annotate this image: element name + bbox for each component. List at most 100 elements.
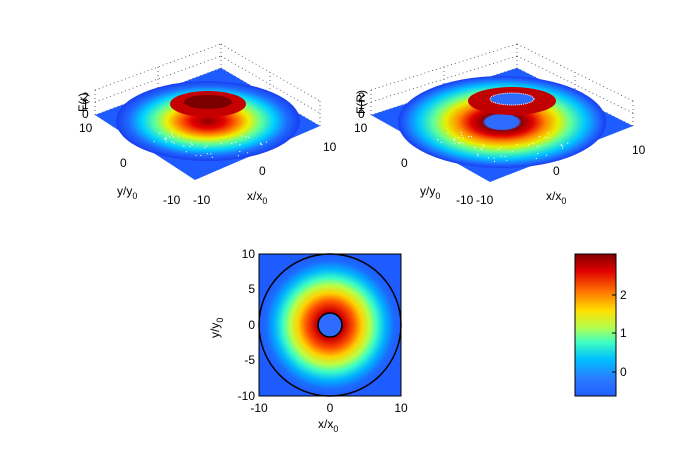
mesh-dot <box>454 137 456 139</box>
heatmap-plot: 10 5 0 -5 -10 -10 0 10 x/x0 y/y0 <box>208 247 408 434</box>
svg-text:0: 0 <box>120 156 127 170</box>
svg-text:-10: -10 <box>193 193 211 207</box>
mesh-dot <box>239 150 241 153</box>
mesh-dot <box>482 143 484 145</box>
surf2-mesh-dots <box>437 131 569 163</box>
svg-text:1: 1 <box>358 98 365 112</box>
mesh-dot <box>195 154 197 156</box>
mesh-dot <box>458 142 460 144</box>
mesh-dot <box>220 142 222 144</box>
svg-text:10: 10 <box>354 121 368 135</box>
mesh-dot <box>493 157 495 159</box>
mesh-dot <box>500 155 502 157</box>
mesh-dot <box>239 144 241 146</box>
mesh-dot <box>248 136 250 138</box>
surface-2-zticks: 2 1 0 <box>358 90 365 121</box>
colorbar-gradient <box>574 253 617 397</box>
heatmap-frame <box>258 253 402 397</box>
mesh-dot <box>460 131 462 133</box>
mesh-dot <box>504 155 506 157</box>
svg-text:1: 1 <box>82 98 89 112</box>
mesh-dot <box>494 160 496 163</box>
mesh-dot <box>440 141 442 143</box>
mesh-dot <box>497 148 499 150</box>
heatmap-ylabel: y/y0 <box>208 318 225 338</box>
svg-text:0: 0 <box>259 164 266 178</box>
mesh-dot <box>487 157 489 159</box>
mesh-dot <box>173 142 175 144</box>
mesh-dot <box>480 148 483 150</box>
svg-text:10: 10 <box>79 121 93 135</box>
mesh-dot <box>200 154 202 156</box>
mesh-dot <box>467 136 470 138</box>
mesh-dot <box>211 156 213 158</box>
mesh-dot <box>171 134 173 136</box>
mesh-dot <box>535 157 537 160</box>
mesh-dot <box>206 145 208 147</box>
surface-2-zlabel: F(R) <box>354 90 368 114</box>
mesh-dot <box>539 135 541 138</box>
heatmap-yticks: 10 5 0 -5 -10 <box>238 247 256 403</box>
mesh-dot <box>481 147 483 149</box>
mesh-dot <box>453 139 455 141</box>
svg-text:0: 0 <box>327 401 334 415</box>
svg-text:1: 1 <box>620 326 627 340</box>
svg-text:-5: -5 <box>244 353 255 367</box>
surface-2-xticks: -10 0 10 <box>476 143 646 207</box>
surface-2-ylabel: y/y0 <box>420 184 440 201</box>
mesh-dot <box>204 146 206 149</box>
mesh-dot <box>460 142 462 144</box>
heatmap-xticks: -10 0 10 <box>250 401 408 415</box>
mesh-dot <box>177 135 179 137</box>
mesh-dot <box>458 136 460 139</box>
surface-1-yticks: 10 0 -10 <box>79 121 181 207</box>
mesh-dot <box>477 153 479 155</box>
surface-1-xticks: -10 0 10 <box>193 140 337 207</box>
svg-text:2: 2 <box>620 288 627 302</box>
svg-text:0: 0 <box>620 365 627 379</box>
surface-1-zlabel: F(r) <box>76 93 90 112</box>
mesh-dot <box>461 134 463 136</box>
svg-text:0: 0 <box>82 107 89 121</box>
mesh-dot <box>190 142 192 144</box>
svg-text:10: 10 <box>323 140 337 154</box>
surface-2-yticks: 10 0 -10 <box>354 121 474 207</box>
mesh-dot <box>159 132 161 134</box>
mesh-dot <box>165 141 167 143</box>
svg-text:-10: -10 <box>476 193 494 207</box>
mesh-dot <box>185 151 187 153</box>
mesh-dot <box>506 159 508 161</box>
mesh-dot <box>532 143 534 145</box>
mesh-dot <box>164 138 166 140</box>
mesh-dot <box>560 143 563 145</box>
mesh-dot <box>477 155 479 157</box>
mesh-dot <box>173 136 175 138</box>
surface-plot-2: F(R) 2 1 0 10 0 -10 -10 0 10 y/y0 x/x0 <box>354 43 646 207</box>
mesh-dot <box>537 145 539 147</box>
heatmap-inner-circle <box>317 312 343 338</box>
mesh-dot <box>462 137 464 139</box>
mesh-dot <box>191 144 193 146</box>
mesh-dot <box>206 153 208 155</box>
svg-text:-10: -10 <box>238 389 256 403</box>
svg-text:-10: -10 <box>163 193 181 207</box>
mesh-dot <box>170 131 173 133</box>
mesh-dot <box>183 145 185 147</box>
mesh-dot <box>474 146 476 149</box>
svg-text:0: 0 <box>358 107 365 121</box>
heatmap-xlabel: x/x0 <box>318 417 338 434</box>
svg-text:0: 0 <box>553 164 560 178</box>
surf1-mesh-dots <box>153 131 267 158</box>
mesh-dot <box>499 146 501 149</box>
mesh-dot <box>544 136 546 138</box>
surface-1-ylabel: y/y0 <box>117 184 137 201</box>
mesh-dot <box>463 143 465 145</box>
mesh-dot <box>528 144 530 146</box>
mesh-dot <box>165 137 167 139</box>
surface-1-ring <box>116 81 300 161</box>
svg-text:0: 0 <box>248 318 255 332</box>
mesh-dot <box>231 143 233 145</box>
mesh-dot <box>562 147 564 149</box>
mesh-dot <box>452 139 454 141</box>
